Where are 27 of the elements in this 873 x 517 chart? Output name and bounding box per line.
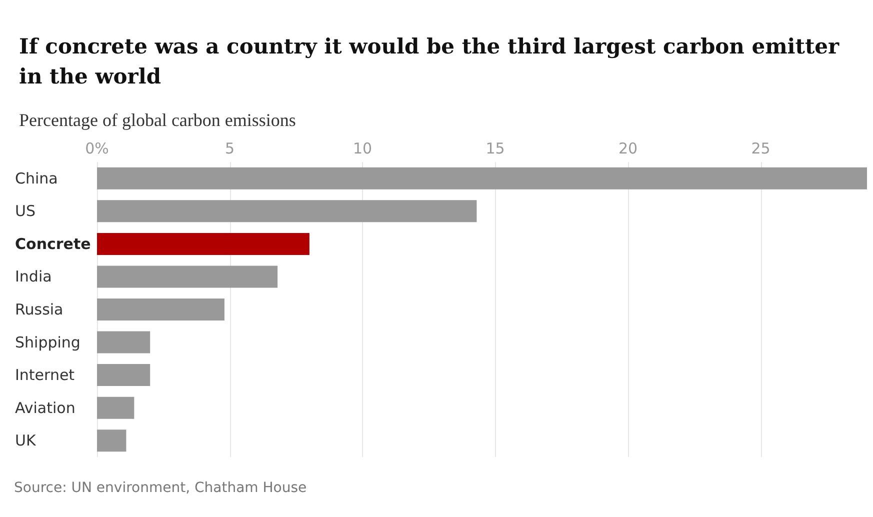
bar	[97, 232, 310, 255]
y-tick-label: Shipping	[15, 333, 80, 352]
bar	[97, 364, 150, 386]
chart-title: If concrete was a country it would be the third largest carbon emitter in the world	[19, 34, 846, 88]
bar	[97, 396, 134, 419]
y-tick-label: India	[15, 268, 52, 286]
bar	[97, 331, 150, 354]
x-tick-label: 15	[486, 140, 505, 158]
x-tick-label: 5	[224, 140, 235, 158]
y-tick-label: Internet	[15, 366, 75, 384]
y-tick-label: Russia	[15, 300, 64, 318]
source-note: Source: UN environment, Chatham House	[14, 480, 307, 496]
bar	[97, 200, 477, 222]
x-tick-label: 0%	[85, 140, 109, 158]
bar	[97, 430, 126, 452]
chart-subtitle: Percentage of global carbon emissions	[19, 110, 296, 130]
y-tick-label: US	[15, 202, 36, 220]
x-tick-label: 20	[618, 140, 638, 158]
x-tick-label: 10	[352, 140, 372, 158]
bar	[97, 266, 278, 288]
y-tick-label: China	[15, 169, 58, 188]
y-tick-label: Aviation	[15, 398, 76, 417]
bar	[97, 167, 867, 190]
y-tick-label: Concrete	[15, 234, 91, 253]
y-tick-label: UK	[15, 432, 37, 450]
x-tick-label: 25	[751, 140, 770, 158]
bar	[97, 298, 224, 320]
